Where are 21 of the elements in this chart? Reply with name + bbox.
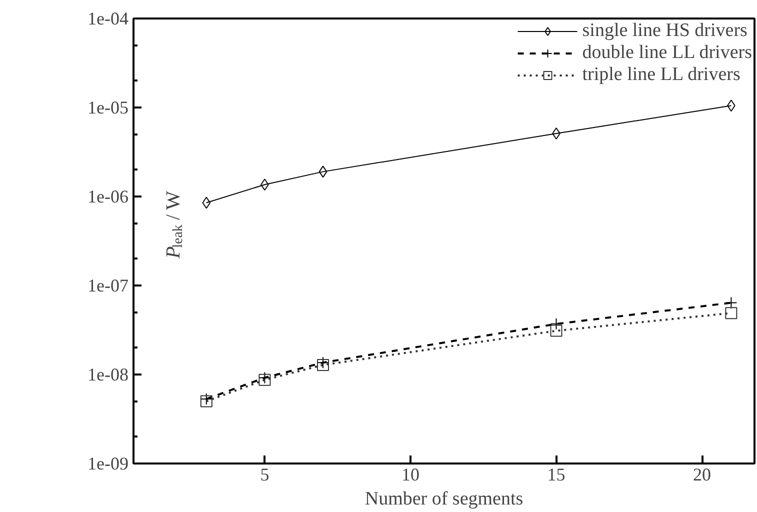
x-tick-label: 10 [401,464,420,484]
y-axis-title: Pleak/ W [162,190,186,260]
x-tick-label: 20 [693,464,712,484]
x-tick-label: 5 [260,464,270,484]
legend-label: single line HS drivers [582,20,748,42]
x-tick-label: 15 [547,464,566,484]
point [550,318,562,330]
y-tick-label: 1e-09 [88,454,128,474]
y-tick-label: 1e-07 [88,276,128,296]
y-tick-label: 1e-05 [88,98,128,118]
point [550,324,562,337]
point [725,307,738,320]
legend-label: triple line LL drivers [582,64,740,86]
point [318,166,328,178]
point [725,296,738,309]
x-axis-title: Number of segments [364,488,524,510]
y-tick-label: 1e-06 [88,186,128,206]
point [202,196,211,209]
y-tick-label: 1e-04 [88,8,128,28]
legend-label: double line LL drivers [582,42,752,64]
y-tick-label: 1e-08 [88,364,128,384]
